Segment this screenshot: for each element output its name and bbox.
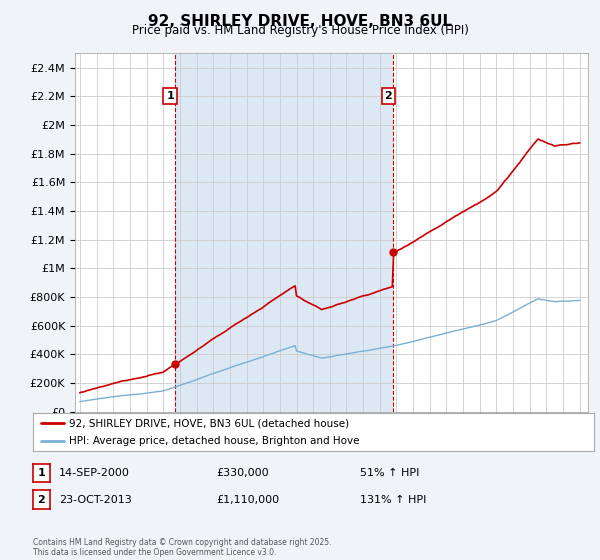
- Text: 131% ↑ HPI: 131% ↑ HPI: [360, 494, 427, 505]
- Text: HPI: Average price, detached house, Brighton and Hove: HPI: Average price, detached house, Brig…: [70, 436, 360, 446]
- Text: 1: 1: [166, 91, 174, 101]
- Text: 2: 2: [38, 494, 45, 505]
- Text: 14-SEP-2000: 14-SEP-2000: [59, 468, 130, 478]
- Bar: [175, 53, 393, 412]
- Text: Price paid vs. HM Land Registry's House Price Index (HPI): Price paid vs. HM Land Registry's House …: [131, 24, 469, 37]
- Text: 92, SHIRLEY DRIVE, HOVE, BN3 6UL: 92, SHIRLEY DRIVE, HOVE, BN3 6UL: [148, 14, 452, 29]
- Text: Contains HM Land Registry data © Crown copyright and database right 2025.
This d: Contains HM Land Registry data © Crown c…: [33, 538, 331, 557]
- Text: 51% ↑ HPI: 51% ↑ HPI: [360, 468, 419, 478]
- Text: 23-OCT-2013: 23-OCT-2013: [59, 494, 131, 505]
- Text: £1,110,000: £1,110,000: [216, 494, 279, 505]
- Text: £330,000: £330,000: [216, 468, 269, 478]
- Text: 1: 1: [38, 468, 45, 478]
- Text: 2: 2: [385, 91, 392, 101]
- Text: 92, SHIRLEY DRIVE, HOVE, BN3 6UL (detached house): 92, SHIRLEY DRIVE, HOVE, BN3 6UL (detach…: [70, 418, 350, 428]
